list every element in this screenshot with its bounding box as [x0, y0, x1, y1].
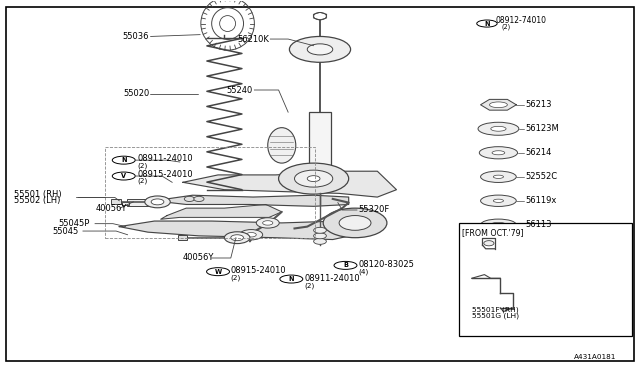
Text: 08915-24010: 08915-24010: [231, 266, 287, 275]
Polygon shape: [119, 221, 358, 240]
Ellipse shape: [478, 122, 519, 135]
Ellipse shape: [314, 238, 326, 244]
Text: B: B: [343, 262, 348, 268]
Ellipse shape: [481, 195, 516, 206]
Bar: [178, 235, 188, 240]
Ellipse shape: [493, 199, 504, 202]
Text: (2): (2): [231, 275, 241, 281]
Ellipse shape: [490, 102, 508, 108]
Ellipse shape: [484, 241, 494, 246]
Ellipse shape: [240, 230, 262, 240]
Ellipse shape: [491, 126, 506, 131]
Ellipse shape: [481, 219, 516, 231]
Text: (2): (2): [137, 162, 147, 169]
Ellipse shape: [491, 222, 506, 227]
Text: 56123M: 56123M: [525, 124, 559, 133]
Ellipse shape: [323, 208, 387, 238]
Ellipse shape: [481, 171, 516, 182]
Ellipse shape: [314, 233, 326, 239]
Text: A431A0181: A431A0181: [574, 353, 616, 360]
Text: 55502 (LH): 55502 (LH): [14, 196, 61, 205]
Bar: [104, 147, 315, 238]
Bar: [122, 202, 129, 205]
Ellipse shape: [278, 163, 349, 194]
Text: 55501F (RH): 55501F (RH): [472, 307, 518, 313]
Ellipse shape: [231, 235, 244, 241]
Text: 55501 (RH): 55501 (RH): [14, 190, 61, 199]
Polygon shape: [161, 205, 282, 219]
Text: 55045P: 55045P: [59, 219, 90, 228]
Polygon shape: [154, 195, 349, 206]
Text: N: N: [484, 20, 490, 26]
Bar: [111, 199, 120, 205]
Text: (2): (2): [502, 24, 511, 31]
Ellipse shape: [493, 175, 504, 179]
Ellipse shape: [314, 227, 326, 233]
Ellipse shape: [477, 20, 497, 27]
Ellipse shape: [334, 262, 357, 269]
Text: 08912-74010: 08912-74010: [495, 16, 546, 25]
Ellipse shape: [256, 218, 279, 228]
Ellipse shape: [280, 275, 303, 283]
Text: 56213: 56213: [525, 100, 552, 109]
Ellipse shape: [294, 170, 333, 187]
Ellipse shape: [339, 215, 371, 230]
Ellipse shape: [112, 172, 135, 180]
Ellipse shape: [145, 196, 170, 208]
Text: 55020: 55020: [123, 89, 149, 98]
Text: (2): (2): [137, 178, 147, 185]
Ellipse shape: [246, 232, 256, 237]
Polygon shape: [183, 171, 396, 197]
Ellipse shape: [289, 36, 351, 62]
Text: 40056Y: 40056Y: [96, 203, 127, 213]
Ellipse shape: [194, 196, 204, 202]
Text: (2): (2): [304, 282, 314, 289]
Bar: [308, 112, 332, 186]
Text: 08911-24010: 08911-24010: [304, 274, 360, 283]
Text: (4): (4): [358, 268, 369, 275]
Ellipse shape: [225, 232, 250, 244]
Text: 56210K: 56210K: [237, 35, 269, 44]
Text: 40056Y: 40056Y: [183, 253, 214, 263]
Text: [FROM OCT.'79]: [FROM OCT.'79]: [462, 228, 524, 237]
Ellipse shape: [314, 13, 326, 20]
Ellipse shape: [112, 156, 135, 164]
Text: V: V: [121, 173, 126, 179]
Text: N: N: [289, 276, 294, 282]
Ellipse shape: [492, 151, 505, 155]
Ellipse shape: [307, 44, 333, 55]
Text: 52552C: 52552C: [525, 172, 557, 181]
Text: 08120-83025: 08120-83025: [358, 260, 414, 269]
Text: W: W: [214, 269, 221, 275]
Text: 56113: 56113: [525, 220, 552, 229]
Ellipse shape: [262, 221, 273, 225]
Text: 55240: 55240: [227, 86, 253, 94]
Text: 56214: 56214: [525, 148, 552, 157]
Bar: [459, 223, 632, 336]
Ellipse shape: [307, 176, 320, 182]
Ellipse shape: [207, 268, 230, 276]
Ellipse shape: [151, 199, 164, 205]
Text: 55320F: 55320F: [358, 205, 390, 215]
Bar: [127, 199, 156, 206]
Ellipse shape: [479, 147, 518, 159]
Text: 08911-24010: 08911-24010: [137, 154, 193, 163]
Ellipse shape: [184, 196, 195, 202]
Text: 56119x: 56119x: [525, 196, 557, 205]
Text: N: N: [121, 157, 127, 163]
Text: 08915-24010: 08915-24010: [137, 170, 193, 179]
Text: 55501G (LH): 55501G (LH): [472, 313, 519, 319]
Text: 55036: 55036: [123, 32, 149, 41]
Ellipse shape: [268, 128, 296, 163]
Polygon shape: [481, 99, 516, 110]
Text: 55045: 55045: [52, 227, 79, 235]
